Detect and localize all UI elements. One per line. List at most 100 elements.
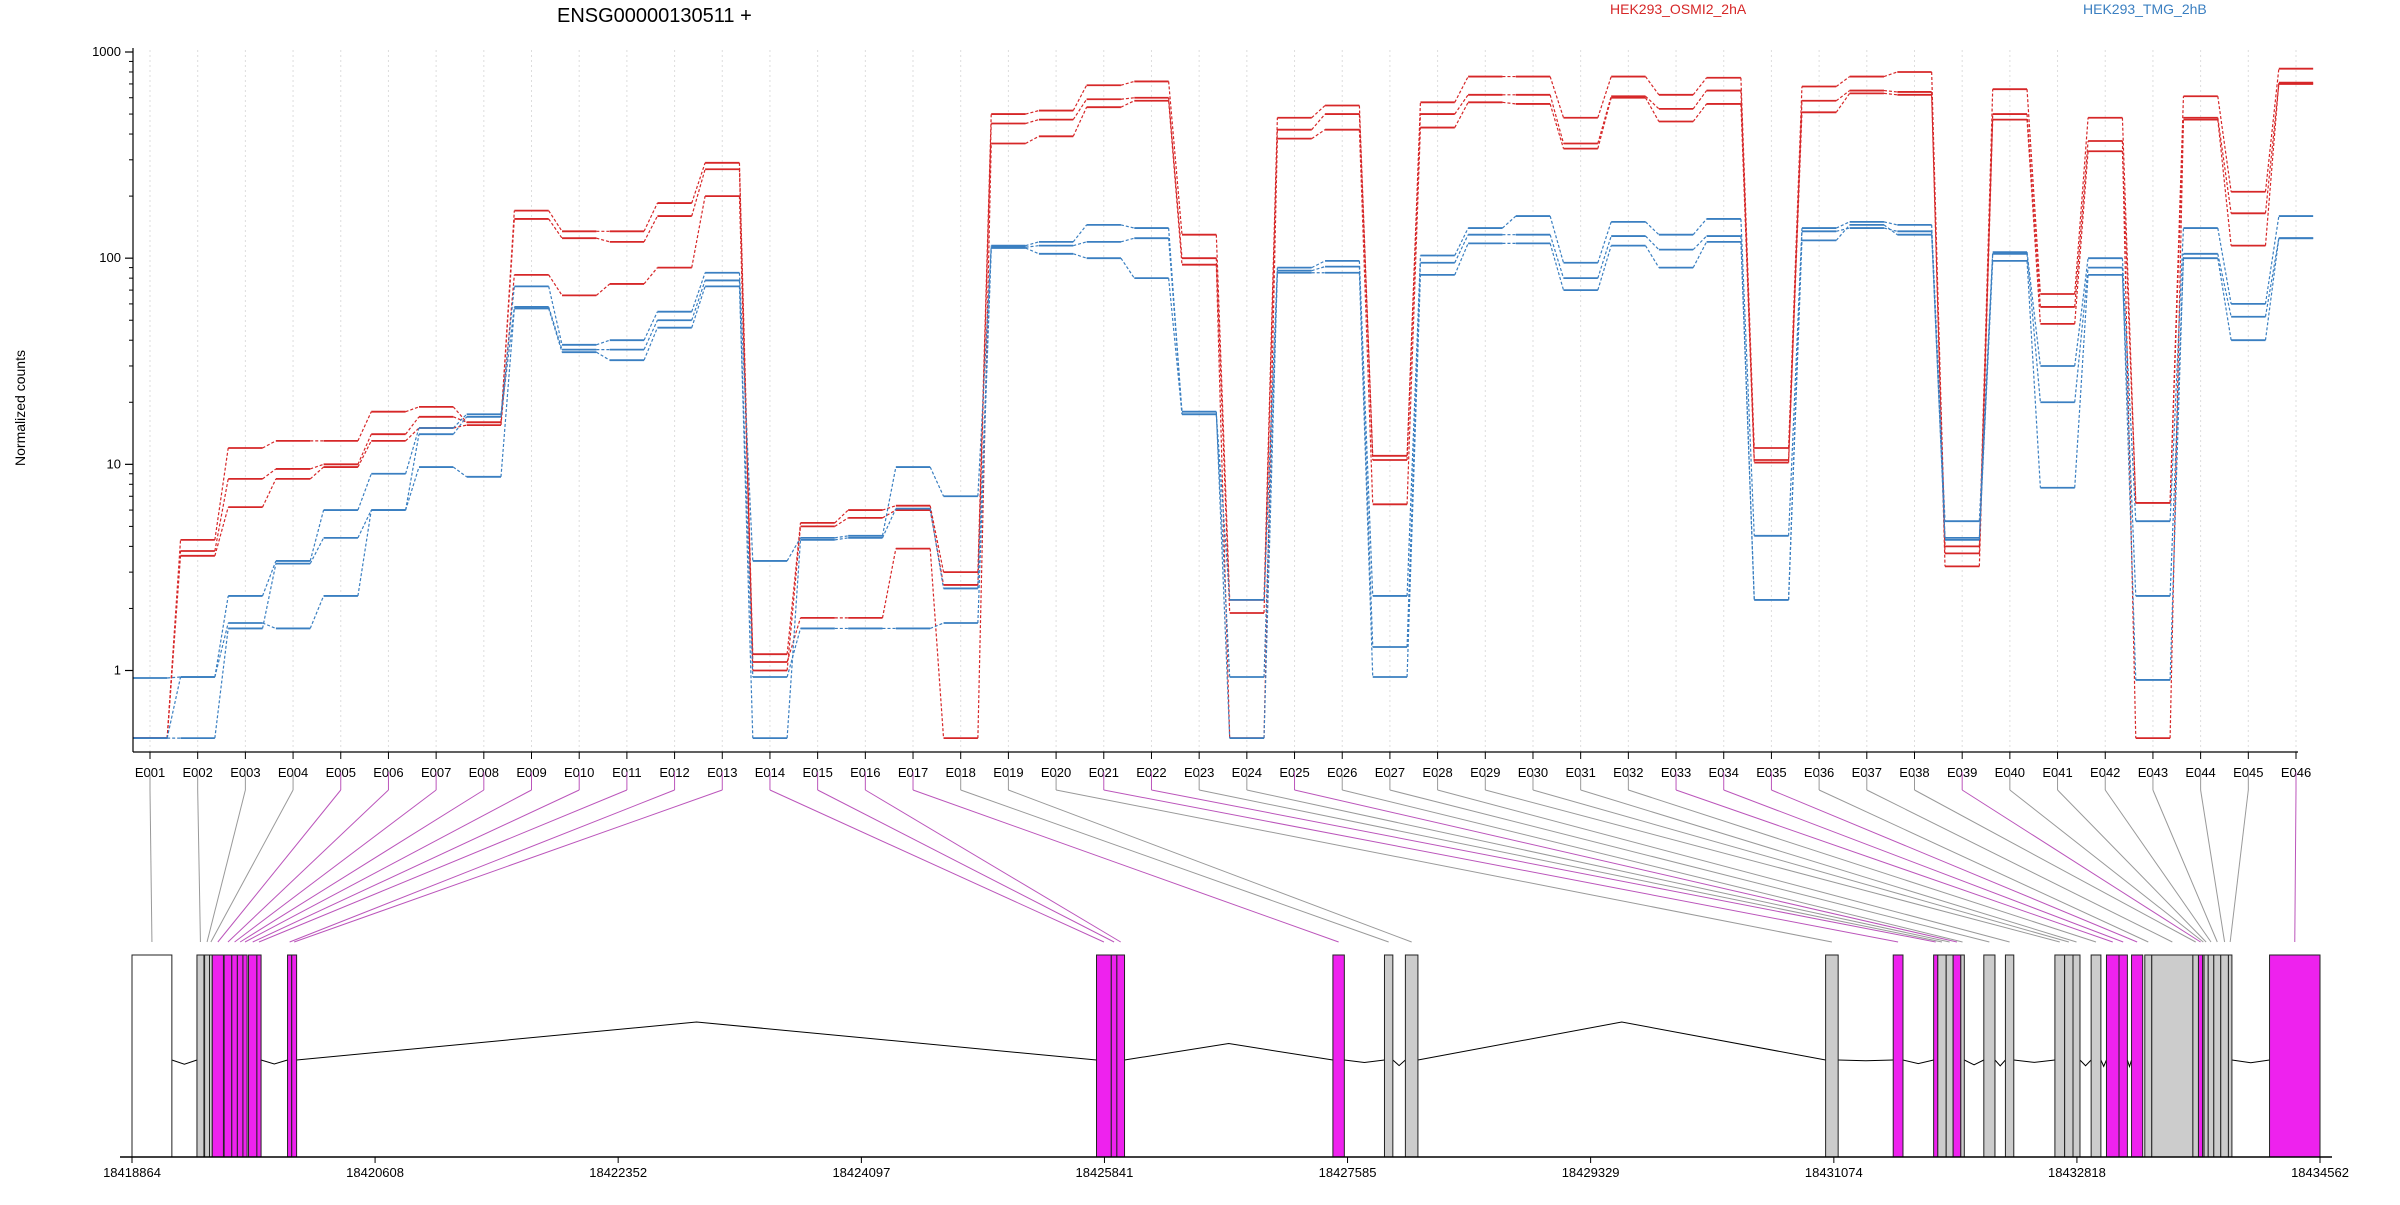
genomic-tick-label-18434562: 18434562 xyxy=(2291,1165,2349,1180)
link-E010 xyxy=(252,789,580,943)
connector-E036 xyxy=(1835,93,1851,113)
connector-E017 xyxy=(929,466,945,497)
connector-E001 xyxy=(166,550,182,739)
connector-E036 xyxy=(1835,224,1851,241)
connector-E001 xyxy=(166,676,182,739)
connector-E018 xyxy=(977,114,992,573)
intron-13 xyxy=(2079,1059,2092,1067)
connector-E037 xyxy=(1883,89,1898,93)
connector-E019 xyxy=(1025,247,1040,255)
connector-E040 xyxy=(2026,114,2041,307)
y-tick-label-100: 100 xyxy=(99,250,121,265)
connector-E016 xyxy=(881,466,897,536)
connector-E037 xyxy=(1883,71,1898,78)
connector-E005 xyxy=(357,473,372,511)
intron-10 xyxy=(1964,1059,1985,1066)
connector-E012 xyxy=(691,286,706,328)
connector-E017 xyxy=(929,509,945,586)
connector-E020 xyxy=(1072,106,1088,137)
connector-E027 xyxy=(1406,274,1422,678)
exon-E022 xyxy=(1933,954,1939,1158)
link-E046 xyxy=(2294,789,2297,943)
link-E002 xyxy=(197,789,201,943)
genomic-tick-label-18422352: 18422352 xyxy=(589,1165,647,1180)
connector-E012 xyxy=(691,169,706,217)
series-HEK293_TMG_2hB-6 xyxy=(132,223,2314,740)
link-E039 xyxy=(1961,789,2201,943)
connector-E025 xyxy=(1311,113,1326,131)
connector-E021 xyxy=(1120,257,1135,279)
connector-E042 xyxy=(2121,151,2137,503)
connector-E042 xyxy=(2121,258,2137,522)
link-E031 xyxy=(1580,789,2077,943)
link-E027 xyxy=(1389,789,1990,943)
exon-E013 xyxy=(291,954,298,1158)
exon-E030 xyxy=(2064,954,2074,1158)
connector-E023 xyxy=(1215,258,1231,614)
connector-E008 xyxy=(500,308,515,477)
connector-E029 xyxy=(1502,215,1517,229)
connector-E035 xyxy=(1787,112,1803,463)
y-axis-label: Normalized counts xyxy=(12,350,28,466)
connector-E003 xyxy=(262,478,277,508)
link-E041 xyxy=(2057,789,2207,943)
connector-E008 xyxy=(500,274,515,426)
connector-E029 xyxy=(1502,101,1516,105)
exon-E039 xyxy=(2197,954,2204,1158)
connector-E021 xyxy=(1120,97,1135,100)
link-E040 xyxy=(2009,789,2204,943)
link-E004 xyxy=(210,789,294,943)
connector-E009 xyxy=(548,210,563,232)
link-E042 xyxy=(2104,789,2212,943)
connector-E025 xyxy=(1311,129,1326,140)
exon-E010 xyxy=(248,954,258,1158)
connector-E004 xyxy=(309,466,324,480)
link-E038 xyxy=(1914,789,2196,943)
connector-E018 xyxy=(977,123,992,585)
connector-E003 xyxy=(261,560,277,597)
chart-title: ENSG00000130511 + xyxy=(557,5,752,27)
connector-E045 xyxy=(2264,238,2280,341)
intron-1 xyxy=(171,1059,198,1065)
exon-E044 xyxy=(2220,954,2229,1158)
exon-E034 xyxy=(2118,954,2128,1158)
connector-E036 xyxy=(1835,76,1850,88)
connector-E036 xyxy=(1835,90,1850,102)
connector-E032 xyxy=(1645,245,1660,268)
connector-E043 xyxy=(2169,119,2185,503)
intron-9 xyxy=(1902,1059,1934,1065)
connector-E004 xyxy=(309,537,325,564)
connector-E037 xyxy=(1883,227,1898,232)
connector-E030 xyxy=(1549,243,1565,291)
connector-E020 xyxy=(1072,98,1088,120)
connector-E027 xyxy=(1406,255,1422,596)
connector-E038 xyxy=(1931,234,1946,540)
link-E037 xyxy=(1866,789,2173,943)
connector-E011 xyxy=(643,267,658,285)
connector-E019 xyxy=(1025,135,1040,145)
connector-E021 xyxy=(1120,100,1135,108)
connector-E020 xyxy=(1072,224,1088,243)
connector-E008 xyxy=(500,286,515,415)
connector-E028 xyxy=(1454,94,1469,115)
exon-E006 xyxy=(223,954,233,1158)
connector-E002 xyxy=(214,447,229,540)
labels-layer: ENSG00000130511 + HEK293_OSMI2_2hA HEK29… xyxy=(12,1,2207,466)
link-E019 xyxy=(1008,789,1412,943)
link-E023 xyxy=(1199,789,1943,943)
exon-E023 xyxy=(1937,954,1947,1158)
exon-E046 xyxy=(2269,954,2321,1158)
connector-E010 xyxy=(596,339,610,346)
connector-E002 xyxy=(214,595,229,678)
intron-16 xyxy=(2231,1059,2270,1064)
connector-E008 xyxy=(500,306,515,417)
exon-E019 xyxy=(1404,954,1419,1158)
connector-E032 xyxy=(1645,95,1660,110)
legend-entry-osmi2: HEK293_OSMI2_2hA xyxy=(1610,1,1747,17)
connector-E016 xyxy=(882,505,897,511)
genomic-tick-label-18424097: 18424097 xyxy=(832,1165,890,1180)
connector-E002 xyxy=(214,622,229,678)
connector-E022 xyxy=(1168,238,1183,412)
connector-E002 xyxy=(214,478,229,552)
